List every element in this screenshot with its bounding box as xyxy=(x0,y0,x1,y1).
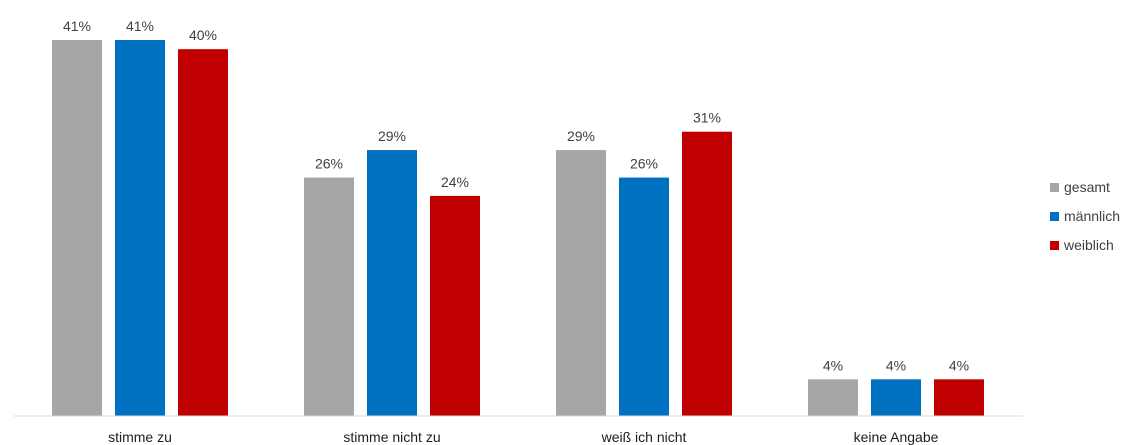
bar-männlich-1 xyxy=(367,150,417,417)
legend-label-männlich: männlich xyxy=(1064,208,1120,224)
data-label-männlich-0: 41% xyxy=(126,18,154,34)
bar-weiblich-1 xyxy=(430,195,480,416)
bar-gesamt-1 xyxy=(304,177,354,416)
legend-label-gesamt: gesamt xyxy=(1064,179,1110,195)
data-label-männlich-3: 4% xyxy=(886,357,906,373)
bar-weiblich-2 xyxy=(682,131,732,416)
data-label-männlich-1: 29% xyxy=(378,128,406,144)
data-label-gesamt-1: 26% xyxy=(315,156,343,172)
data-label-gesamt-2: 29% xyxy=(567,128,595,144)
data-label-weiblich-0: 40% xyxy=(189,27,217,43)
data-label-weiblich-1: 24% xyxy=(441,174,469,190)
category-label-1: stimme nicht zu xyxy=(343,429,440,445)
legend-swatch-gesamt xyxy=(1050,183,1059,192)
bar-männlich-3 xyxy=(871,379,921,416)
data-label-männlich-2: 26% xyxy=(630,156,658,172)
category-label-2: weiß ich nicht xyxy=(601,429,687,445)
bar-labels-group: 41% 41% 40% 26% 29% 24% 29% 26% 31% 4% 4% 4% xyxy=(63,18,969,373)
bar-gesamt-0 xyxy=(52,40,102,416)
legend-swatch-männlich xyxy=(1050,212,1059,221)
data-label-gesamt-0: 41% xyxy=(63,18,91,34)
bar-gesamt-3 xyxy=(808,379,858,416)
legend: gesamt männlich weiblich xyxy=(1050,179,1120,253)
data-label-weiblich-2: 31% xyxy=(693,110,721,126)
data-label-gesamt-3: 4% xyxy=(823,357,843,373)
legend-swatch-weiblich xyxy=(1050,241,1059,250)
bar-männlich-2 xyxy=(619,177,669,416)
category-label-3: keine Angabe xyxy=(854,429,939,445)
bar-männlich-0 xyxy=(115,40,165,416)
bar-weiblich-3 xyxy=(934,379,984,416)
category-labels-group: stimme zu stimme nicht zu weiß ich nicht ke… xyxy=(108,429,939,445)
data-label-weiblich-3: 4% xyxy=(949,357,969,373)
bar-weiblich-0 xyxy=(178,49,228,417)
category-label-0: stimme zu xyxy=(108,429,172,445)
bar-gesamt-2 xyxy=(556,150,606,417)
legend-label-weiblich: weiblich xyxy=(1063,237,1114,253)
bars-group xyxy=(52,40,984,417)
